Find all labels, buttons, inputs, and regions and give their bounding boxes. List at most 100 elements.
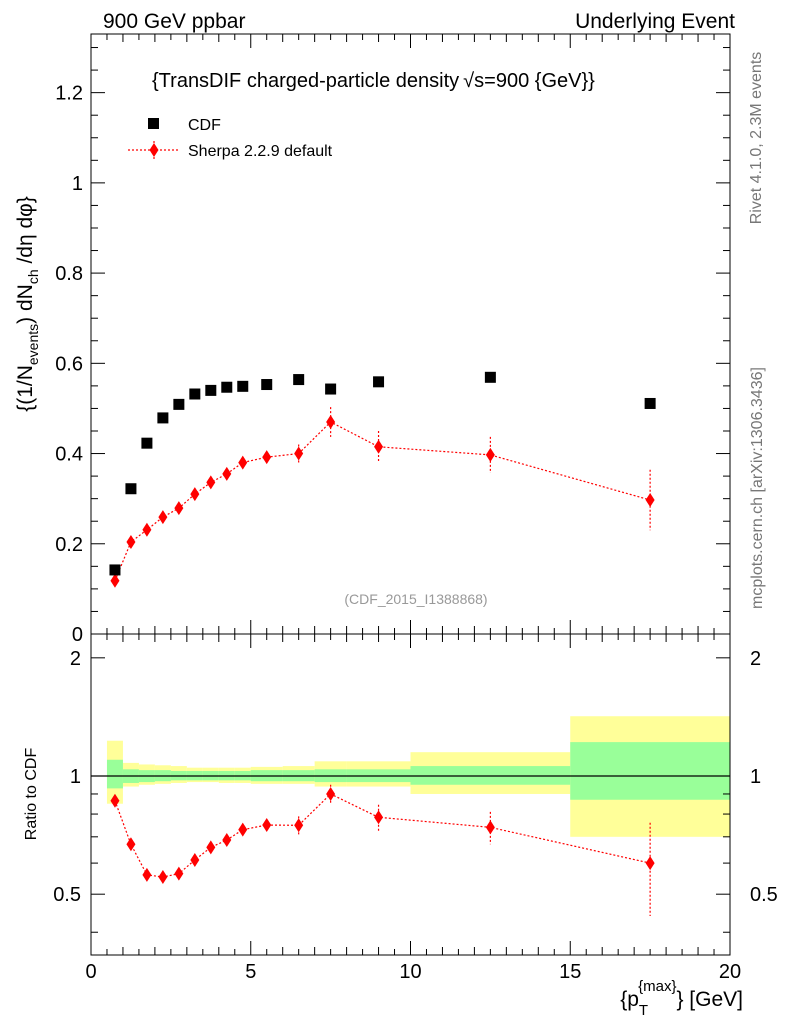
cdf-point	[221, 381, 233, 393]
main-ytick-label: 0.4	[55, 444, 83, 466]
main-panel-frame	[90, 33, 731, 635]
cdf-point	[205, 384, 217, 396]
cdf-point	[141, 437, 153, 449]
ratio-panel-ticks	[90, 634, 731, 955]
cdf-point	[109, 564, 121, 576]
cdf-point	[293, 374, 305, 386]
plot-title: {TransDIF charged-particle density √s=900…	[152, 70, 595, 92]
main-ylabel: {(1/Nevents) dNch /dη dφ}	[14, 196, 41, 412]
main-panel-ticks	[90, 34, 731, 635]
header-right: Underlying Event	[575, 10, 735, 33]
main-ytick-label: 0.2	[55, 534, 83, 556]
ratio-xlabel-a: {p	[620, 988, 639, 1011]
ratio-xlabel: {pT {max}} [GeV]	[620, 978, 743, 1019]
ratio-xlabel-sub: T	[639, 1002, 648, 1019]
header-left: 900 GeV ppbar	[103, 10, 245, 33]
ratio-point	[206, 840, 216, 855]
main-panel-ytick-labels: 0 0.2 0.4 0.6 0.8 1 1.2	[55, 83, 83, 646]
main-ylabel-sub-events: events	[25, 324, 41, 365]
main-ytick-label: 1.2	[55, 83, 83, 105]
plot-title-sqrt: √s	[463, 70, 484, 92]
cdf-point	[325, 383, 337, 395]
sherpa-point	[174, 501, 184, 516]
cdf-point	[373, 376, 385, 388]
ratio-point	[222, 833, 232, 848]
ratio-ytick-label: 1	[70, 766, 81, 788]
ratio-panel-frame	[90, 633, 731, 956]
ratio-point	[645, 856, 655, 871]
ratio-xtick-label: 5	[245, 961, 256, 983]
sherpa-point	[326, 414, 336, 429]
legend-cdf-marker	[148, 118, 159, 129]
sherpa-point	[142, 522, 152, 537]
main-ylabel-a: {(1/N	[14, 365, 37, 412]
mcplots-label: mcplots.cern.ch [arXiv:1306.3436]	[749, 367, 766, 609]
stat-band	[570, 742, 730, 800]
sherpa-point	[110, 573, 120, 588]
main-ylabel-sub-ch: ch	[25, 269, 41, 284]
sherpa-point	[374, 439, 384, 454]
ratio-xlabel-b: } [GeV]	[676, 988, 743, 1011]
sherpa-point	[485, 447, 495, 462]
analysis-watermark: (CDF_2015_I1388868)	[344, 591, 487, 607]
sherpa-point	[126, 534, 136, 549]
main-ytick-label: 0.8	[55, 263, 83, 285]
cdf-point	[157, 412, 169, 424]
ratio-ytick-label: 2	[70, 648, 81, 670]
ratio-ytick-label: 0.5	[53, 884, 81, 906]
rivet-label: Rivet 4.1.0, 2.3M events	[748, 52, 765, 225]
ratio-panel-series	[110, 784, 655, 916]
ratio-xtick-label: 15	[559, 961, 581, 983]
ratio-xtick-label: 20	[719, 961, 741, 983]
ratio-ytick-label-right: 2	[750, 648, 761, 670]
ratio-point	[110, 793, 120, 808]
plot-title-main: {TransDIF charged-particle density	[152, 70, 459, 92]
ratio-panel: 0.5 0.5 1 1 2 2 0 5 10 15 20 Ratio to CDF {pT {max…	[23, 633, 778, 1019]
ratio-ylabel: Ratio to CDF	[23, 748, 40, 841]
plot-title-tail: =900 {GeV}}	[484, 70, 595, 92]
sherpa-point	[222, 466, 232, 481]
main-ylabel-c: ) dN	[14, 284, 37, 324]
ratio-point	[262, 818, 272, 833]
sherpa-line	[114, 421, 651, 581]
ratio-xtick-label: 10	[399, 961, 421, 983]
legend: CDF Sherpa 2.2.9 default	[128, 117, 333, 160]
legend-cdf-label: CDF	[188, 117, 221, 134]
cdf-point	[237, 380, 249, 392]
cdf-point	[125, 483, 137, 495]
ratio-point	[485, 820, 495, 835]
legend-sherpa-marker	[149, 143, 159, 157]
ratio-point	[126, 837, 136, 852]
cdf-point	[189, 388, 201, 400]
ratio-ytick-label-right: 0.5	[750, 884, 778, 906]
sherpa-point	[645, 493, 655, 508]
ratio-panel-ytick-labels: 0.5 0.5 1 1 2 2	[53, 648, 778, 906]
sherpa-point	[238, 455, 248, 470]
ratio-panel-xtick-labels: 0 5 10 15 20	[85, 961, 741, 983]
sherpa-point	[158, 510, 168, 525]
cdf-point	[644, 397, 656, 409]
ratio-point	[294, 818, 304, 833]
ratio-point	[190, 853, 200, 868]
ratio-xtick-label: 0	[85, 961, 96, 983]
ratio-xlabel-sup: {max}	[638, 978, 676, 995]
sherpa-point	[294, 446, 304, 461]
sherpa-point	[206, 475, 216, 490]
legend-sherpa-label: Sherpa 2.2.9 default	[188, 143, 333, 160]
ratio-point	[174, 866, 184, 881]
cdf-point	[173, 398, 185, 410]
main-ytick-label: 0.6	[55, 353, 83, 375]
cdf-point	[261, 379, 273, 391]
ratio-point	[142, 867, 152, 882]
main-ytick-label: 1	[72, 173, 83, 195]
ratio-point	[158, 870, 168, 885]
main-ytick-label: 0	[72, 624, 83, 646]
ratio-ytick-label-right: 1	[750, 766, 761, 788]
stat-band	[106, 759, 123, 789]
main-panel-series	[109, 371, 656, 588]
sherpa-point	[262, 450, 272, 465]
cdf-point	[484, 371, 496, 383]
main-ylabel-e: /dη dφ}	[14, 196, 37, 269]
main-panel: 0 0.2 0.4 0.6 0.8 1 1.2 {TransDIF charged-part…	[14, 33, 731, 646]
